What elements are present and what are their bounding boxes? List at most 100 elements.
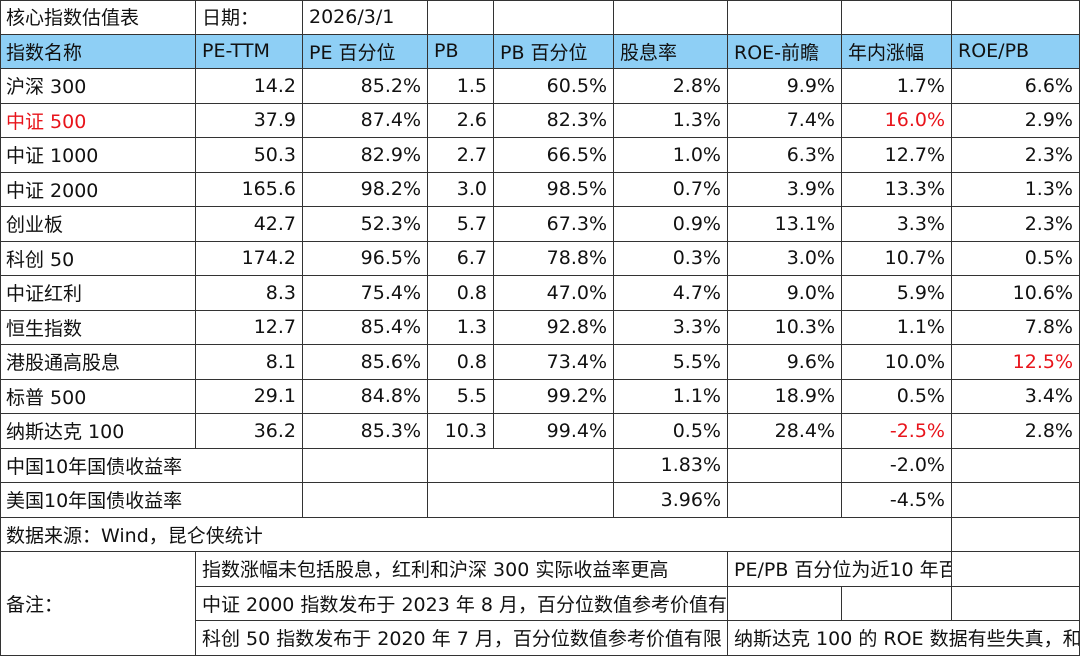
cell-text: 4.7% — [672, 281, 721, 304]
cell-text: -2.0% — [889, 454, 945, 477]
cell-text: 3.0% — [786, 247, 835, 270]
cell-text: 2026/3/1 — [309, 5, 395, 28]
cell-text: 0.9% — [672, 212, 721, 235]
cell-text: 85.2% — [360, 74, 421, 97]
cell-text: 28.4% — [774, 419, 835, 442]
value-cell: 85.4% — [303, 310, 428, 345]
cell-text: 年内涨幅 — [848, 41, 925, 64]
cell — [728, 483, 842, 518]
value-cell: 7.8% — [952, 310, 1080, 345]
value-cell: 78.8% — [494, 241, 614, 276]
value-cell: 14.2 — [196, 69, 303, 104]
value-cell: 50.3 — [196, 138, 303, 173]
cell — [842, 0, 952, 35]
value-cell: 1.5 — [428, 69, 494, 104]
cell-text: 1.0% — [672, 143, 721, 166]
cell-text: 5.7 — [456, 212, 487, 235]
index-name: 沪深 300 — [0, 69, 196, 104]
value-cell: 82.3% — [494, 103, 614, 138]
value-cell: 2.3% — [952, 207, 1080, 242]
value-cell: 1.1% — [614, 379, 728, 414]
value-cell: 9.0% — [728, 276, 842, 311]
cell-text: 75.4% — [360, 281, 421, 304]
value-cell: 2.8% — [952, 414, 1080, 449]
value-cell: 99.2% — [494, 379, 614, 414]
cell-text: 2.3% — [1024, 212, 1073, 235]
cell-text: 82.3% — [546, 109, 607, 132]
cell — [728, 0, 842, 35]
cell-text: 52.3% — [360, 212, 421, 235]
value-cell: 5.5 — [428, 379, 494, 414]
bond-yield: 3.96% — [614, 483, 728, 518]
value-cell: 96.5% — [303, 241, 428, 276]
cell-text: 47.0% — [546, 281, 607, 304]
cell-text: 18.9% — [774, 385, 835, 408]
value-cell: 87.4% — [303, 103, 428, 138]
cell-text: 2.8% — [1024, 419, 1073, 442]
cell — [952, 0, 1080, 35]
cell-text: 85.6% — [360, 350, 421, 373]
cell-text: 纳斯达克 100 的 ROE 数据有些失真，和 — [734, 628, 1080, 651]
index-name: 科创 50 — [0, 241, 196, 276]
cell-text: 科创 50 指数发布于 2020 年 7 月，百分位数值参考价值有限 — [202, 628, 722, 651]
cell-text: 78.8% — [546, 247, 607, 270]
index-name: 标普 500 — [0, 379, 196, 414]
index-name: 港股通高股息 — [0, 345, 196, 380]
value-cell: 3.4% — [952, 379, 1080, 414]
cell-text: -4.5% — [889, 488, 945, 511]
value-cell: 10.6% — [952, 276, 1080, 311]
cell-text: 96.5% — [360, 247, 421, 270]
cell-text: 5.5 — [456, 385, 487, 408]
cell-text: 98.2% — [360, 178, 421, 201]
value-cell: 9.9% — [728, 69, 842, 104]
bond-name: 中国10年国债收益率 — [0, 448, 303, 483]
cell-text: 99.4% — [546, 419, 607, 442]
value-cell: 66.5% — [494, 138, 614, 173]
cell-text: 2.7 — [456, 143, 487, 166]
cell — [428, 483, 614, 518]
value-cell: 98.5% — [494, 172, 614, 207]
cell-text: 中国10年国债收益率 — [6, 455, 183, 478]
value-cell: 52.3% — [303, 207, 428, 242]
cell-text: 指数名称 — [6, 41, 83, 64]
cell-text: 0.3% — [672, 247, 721, 270]
cell-text: 174.2 — [241, 247, 296, 270]
value-cell: 0.9% — [614, 207, 728, 242]
cell-text: 中证 500 — [6, 110, 87, 133]
cell-text: 备注： — [6, 593, 64, 616]
column-header: ROE-前瞻 — [728, 34, 842, 69]
value-cell: 42.7 — [196, 207, 303, 242]
cell-text: 7.8% — [1024, 316, 1073, 339]
value-cell: 98.2% — [303, 172, 428, 207]
cell-text: 2.8% — [672, 74, 721, 97]
cell — [303, 483, 428, 518]
value-cell: 1.3% — [952, 172, 1080, 207]
cell-text: 3.3% — [896, 212, 945, 235]
index-name: 中证红利 — [0, 276, 196, 311]
cell-text: 中证 2000 — [6, 179, 99, 202]
value-cell: 3.9% — [728, 172, 842, 207]
cell-text: 92.8% — [546, 316, 607, 339]
notes-label: 备注： — [0, 552, 196, 656]
note: 科创 50 指数发布于 2020 年 7 月，百分位数值参考价值有限 — [196, 621, 728, 656]
cell — [303, 448, 428, 483]
value-cell: 85.3% — [303, 414, 428, 449]
column-header: PB — [428, 34, 494, 69]
value-cell: 2.3% — [952, 138, 1080, 173]
cell-text: 1.3% — [672, 109, 721, 132]
value-cell: 0.3% — [614, 241, 728, 276]
cell-text: 82.9% — [360, 143, 421, 166]
cell-text: 6.7 — [456, 247, 487, 270]
cell-text: 股息率 — [620, 41, 678, 64]
cell-text: 85.4% — [360, 316, 421, 339]
cell-text: 5.9% — [896, 281, 945, 304]
date: 2026/3/1 — [303, 0, 428, 35]
value-cell: 85.2% — [303, 69, 428, 104]
cell-text: 港股通高股息 — [6, 352, 121, 375]
cell-text: 1.5 — [456, 74, 487, 97]
value-cell: 1.3% — [614, 103, 728, 138]
column-header: 年内涨幅 — [842, 34, 952, 69]
value-cell: 10.7% — [842, 241, 952, 276]
index-name: 中证 500 — [0, 103, 196, 138]
